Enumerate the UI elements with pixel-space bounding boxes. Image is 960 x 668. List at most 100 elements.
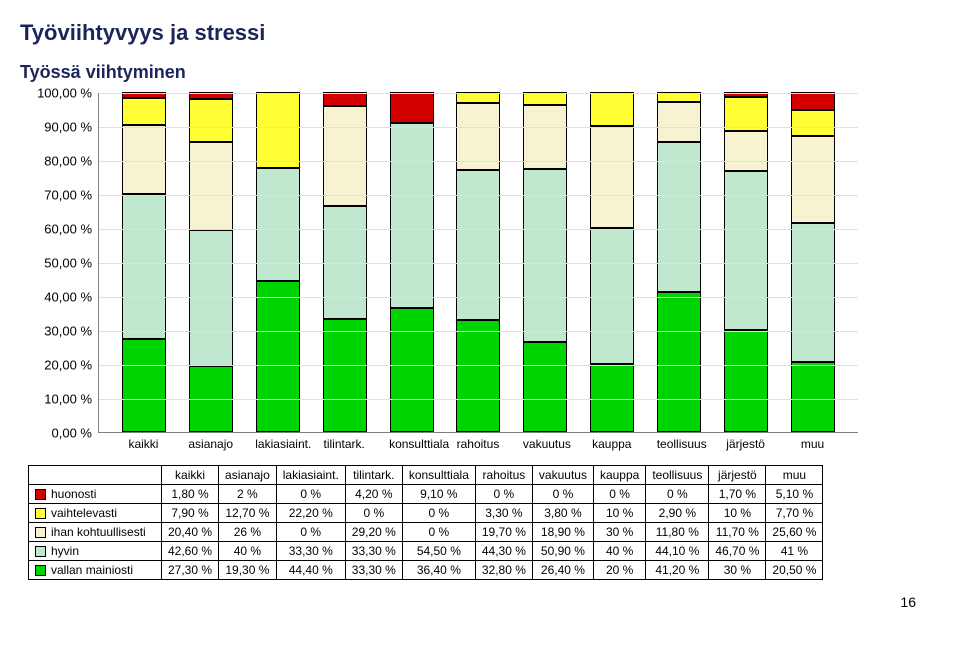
data-cell: 2 % (219, 485, 277, 504)
legend-cell: vallan mainiosti (29, 561, 162, 580)
data-cell: 19,70 % (475, 523, 532, 542)
column-header: muu (766, 466, 823, 485)
y-tick-label: 50,00 % (44, 256, 92, 271)
bar-segment (456, 320, 500, 432)
legend-label: ihan kohtuullisesti (51, 525, 146, 539)
data-cell: 19,30 % (219, 561, 277, 580)
data-cell: 12,70 % (219, 504, 277, 523)
data-cell: 44,40 % (276, 561, 345, 580)
data-cell: 30 % (709, 561, 766, 580)
bar-segment (122, 339, 166, 432)
bar-segment (256, 92, 300, 167)
data-cell: 5,10 % (766, 485, 823, 504)
bar-segment (390, 308, 434, 432)
column-header: teollisuus (646, 466, 709, 485)
data-cell: 4,20 % (345, 485, 402, 504)
legend-swatch (35, 565, 46, 576)
bar-segment (724, 131, 768, 171)
column-header: tilintark. (345, 466, 402, 485)
column-header: konsulttiala (402, 466, 475, 485)
data-cell: 1,80 % (162, 485, 219, 504)
column-header: lakiasiaint. (276, 466, 345, 485)
data-cell: 20,40 % (162, 523, 219, 542)
data-cell: 10 % (593, 504, 645, 523)
bar-segment (590, 364, 634, 432)
x-tick-label: lakiasiaint. (255, 437, 299, 451)
data-cell: 0 % (345, 504, 402, 523)
data-cell: 25,60 % (766, 523, 823, 542)
table-row: hyvin42,60 %40 %33,30 %33,30 %54,50 %44,… (29, 542, 823, 561)
data-cell: 0 % (475, 485, 532, 504)
table-row: vaihtelevasti7,90 %12,70 %22,20 %0 %0 %3… (29, 504, 823, 523)
x-tick-label: rahoitus (456, 437, 500, 451)
bar-segment (456, 103, 500, 170)
bar-segment (323, 106, 367, 205)
data-cell: 1,70 % (709, 485, 766, 504)
bar-segment (189, 142, 233, 230)
chart-title: Työssä viihtyminen (20, 62, 940, 83)
x-tick-label: muu (791, 437, 835, 451)
data-cell: 32,80 % (475, 561, 532, 580)
data-cell: 3,30 % (475, 504, 532, 523)
legend-cell: hyvin (29, 542, 162, 561)
data-cell: 7,70 % (766, 504, 823, 523)
table-row: huonosti1,80 %2 %0 %4,20 %9,10 %0 %0 %0 … (29, 485, 823, 504)
data-table: kaikkiasianajolakiasiaint.tilintark.kons… (28, 465, 823, 580)
bar-segment (791, 110, 835, 136)
column-header: kauppa (593, 466, 645, 485)
data-cell: 10 % (709, 504, 766, 523)
column-header: vakuutus (532, 466, 593, 485)
data-cell: 41 % (766, 542, 823, 561)
data-cell: 40 % (593, 542, 645, 561)
data-cell: 42,60 % (162, 542, 219, 561)
legend-swatch (35, 527, 46, 538)
bar-segment (657, 292, 701, 432)
data-cell: 0 % (646, 485, 709, 504)
x-tick-label: asianajo (188, 437, 232, 451)
data-cell: 20,50 % (766, 561, 823, 580)
x-tick-label: kauppa (590, 437, 634, 451)
y-tick-label: 20,00 % (44, 358, 92, 373)
column-header: kaikki (162, 466, 219, 485)
bar-segment (590, 126, 634, 228)
bar-segment (390, 92, 434, 123)
data-cell: 9,10 % (402, 485, 475, 504)
data-cell: 46,70 % (709, 542, 766, 561)
bar-segment (122, 194, 166, 339)
bar-segment (523, 105, 567, 169)
y-tick-label: 70,00 % (44, 188, 92, 203)
bar-segment (590, 92, 634, 126)
bar-segment (390, 123, 434, 308)
data-cell: 36,40 % (402, 561, 475, 580)
data-cell: 41,20 % (646, 561, 709, 580)
data-cell: 33,30 % (276, 542, 345, 561)
data-cell: 20 % (593, 561, 645, 580)
y-tick-label: 80,00 % (44, 154, 92, 169)
y-tick-label: 60,00 % (44, 222, 92, 237)
bar-segment (323, 92, 367, 106)
x-axis-labels: kaikkiasianajolakiasiaint.tilintark.kons… (98, 433, 858, 451)
plot-area (98, 93, 858, 433)
y-tick-label: 30,00 % (44, 324, 92, 339)
data-cell: 33,30 % (345, 561, 402, 580)
bar-segment (189, 99, 233, 142)
data-cell: 26 % (219, 523, 277, 542)
x-tick-label: kaikki (121, 437, 165, 451)
legend-label: vallan mainiosti (51, 563, 133, 577)
table-corner (29, 466, 162, 485)
bar-segment (724, 330, 768, 432)
data-cell: 54,50 % (402, 542, 475, 561)
legend-swatch (35, 489, 46, 500)
bar-segment (657, 142, 701, 292)
bar-segment (590, 228, 634, 364)
data-cell: 33,30 % (345, 542, 402, 561)
bar-segment (791, 136, 835, 223)
data-cell: 0 % (593, 485, 645, 504)
bar-segment (122, 98, 166, 125)
bar-segment (256, 168, 300, 281)
bar-segment (256, 281, 300, 432)
legend-cell: huonosti (29, 485, 162, 504)
legend-label: vaihtelevasti (51, 506, 117, 520)
bar-segment (791, 362, 835, 432)
data-cell: 11,80 % (646, 523, 709, 542)
